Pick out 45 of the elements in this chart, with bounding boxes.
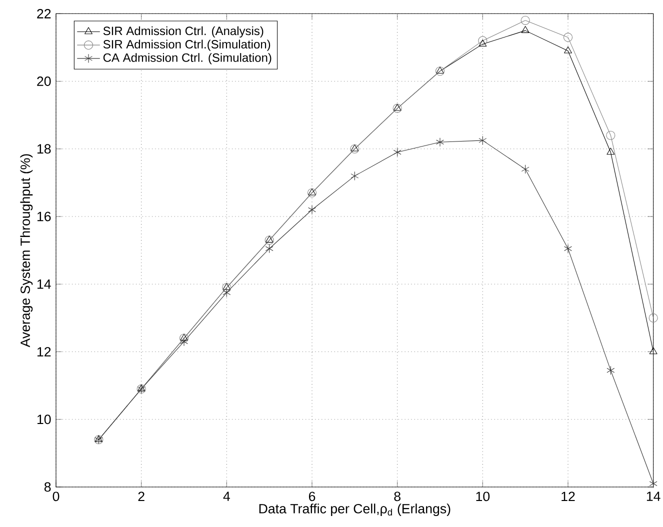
x-tick-label: 14 [646,492,660,501]
point [649,479,658,488]
point [265,244,274,254]
y-tick-label: 12 [37,347,51,356]
y-tick-label: 8 [44,482,51,492]
y-axis-title: Average System Throughput (%) [20,154,33,348]
y-tick-label: 16 [37,212,51,222]
point [649,347,658,354]
point [222,282,231,290]
y-tick-label: 10 [37,414,51,424]
point [563,32,573,42]
x-tick-label: 8 [394,492,400,502]
point [180,337,188,346]
point [478,40,487,46]
point [478,36,488,46]
point [606,366,615,375]
x-axis-title: Data Traffic per Cell,ρ$_{d}$ (Erlangs) [259,504,450,516]
y-tick-label: 20 [37,76,51,86]
point [222,288,231,298]
y-tick-label: 18 [37,144,51,154]
legend-label: CA Admission Ctrl. (Simulation) [103,53,272,64]
point [393,148,402,157]
point [308,205,316,214]
point [648,313,658,322]
x-tick-label: 4 [223,492,230,501]
x-tick-label: 12 [562,492,575,502]
x-tick-label: 0 [52,492,60,502]
legend-label: SIR Admission Ctrl.(Simulation) [103,40,270,51]
point [436,138,444,147]
legend-label: SIR Admission Ctrl. (Analysis) [103,26,264,38]
point [521,26,530,33]
point [606,130,616,140]
x-tick-label: 6 [308,492,316,502]
point [606,148,615,155]
y-tick-label: 14 [37,280,51,289]
x-tick-label: 2 [138,492,144,502]
point [478,136,487,145]
point [350,171,359,180]
point [564,244,572,254]
point [521,164,530,174]
point [222,282,232,292]
point [564,46,572,54]
x-tick-label: 10 [476,492,490,502]
point [520,16,530,25]
y-tick-label: 22 [37,9,51,18]
